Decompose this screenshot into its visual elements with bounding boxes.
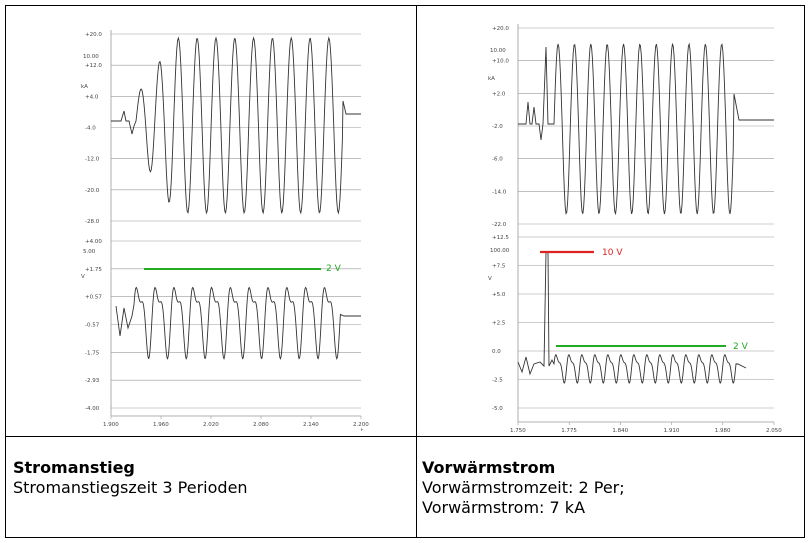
x-tick-label: 2.200 <box>353 422 369 428</box>
y-tick-label: -5.0 <box>492 406 503 412</box>
caption-left-line: Stromanstiegszeit 3 Perioden <box>13 478 248 497</box>
unit-label: V <box>81 274 85 280</box>
caption-right-line-2: Vorwärmstrom: 7 kA <box>422 498 586 517</box>
y-tick-label: -6.0 <box>492 157 503 163</box>
x-tick-label: 2.080 <box>253 422 269 428</box>
y-tick-label: -22.0 <box>492 222 507 228</box>
row-divider <box>6 436 804 437</box>
scale-label: 10.00 <box>490 48 506 54</box>
y-tick-label: +2.5 <box>492 321 506 327</box>
y-tick-label: -2.5 <box>492 378 503 384</box>
x-tick-label: 2.140 <box>303 422 319 428</box>
y-tick-label: -28.0 <box>85 219 100 225</box>
y-tick-label: +2.0 <box>492 91 506 97</box>
y-tick-label: -2.93 <box>85 378 100 384</box>
figure-table: +20.0 +12.0 +4.0 -4.0 -12.0 -20.0 -28.0 10.00 kA… <box>5 5 805 538</box>
column-divider <box>416 6 417 537</box>
y-tick-label: +4.0 <box>85 94 99 100</box>
y-tick-label: +12.0 <box>85 63 102 69</box>
red-marker-label: 10 V <box>602 248 623 258</box>
chart-stromanstieg: +20.0 +12.0 +4.0 -4.0 -12.0 -20.0 -28.0 10.00 kA… <box>16 16 396 431</box>
unit-label: kA <box>81 84 88 90</box>
chart-stromanstieg-svg: +20.0 +12.0 +4.0 -4.0 -12.0 -20.0 -28.0 10.00 kA… <box>81 30 369 431</box>
scale-label: 10.00 <box>83 54 99 60</box>
y-tick-label: -4.0 <box>85 126 96 132</box>
x-tick-label: 1.900 <box>103 422 119 428</box>
voltage-trace <box>115 286 361 360</box>
green-marker-label: 2 V <box>326 264 342 274</box>
current-trace <box>111 36 361 215</box>
scale-label: 5.00 <box>83 249 96 255</box>
y-tick-label: -14.0 <box>492 189 507 195</box>
unit-label: kA <box>488 76 495 82</box>
green-marker-label: 2 V <box>733 342 749 352</box>
y-tick-label: -20.0 <box>85 188 100 194</box>
caption-left-title: Stromanstieg <box>13 458 135 477</box>
y-tick-label: -12.0 <box>85 157 100 163</box>
x-tick-label: 1.960 <box>153 422 169 428</box>
caption-right: Vorwärmstrom Vorwärmstromzeit: 2 Per; Vo… <box>422 458 625 518</box>
caption-right-title: Vorwärmstrom <box>422 458 556 477</box>
unit-label: V <box>488 276 492 282</box>
y-tick-label: -2.0 <box>492 124 503 130</box>
x-tick-label: 2.050 <box>766 428 782 432</box>
y-tick-label: +20.0 <box>492 26 509 32</box>
y-tick-label: +12.5 <box>492 235 509 241</box>
chart-vorwaermstrom: +20.0 +10.0 +2.0 -2.0 -6.0 -14.0 -22.0 10.00 kA +… <box>436 12 786 432</box>
x-tick-label: 2.020 <box>203 422 219 428</box>
y-tick-label: +4.00 <box>85 239 102 245</box>
y-tick-label: +1.75 <box>85 267 102 273</box>
x-tick-label: 1.910 <box>664 428 680 432</box>
x-tick-label: 1.775 <box>561 428 577 432</box>
y-tick-label: -4.00 <box>85 406 100 412</box>
scale-label: 100.00 <box>490 248 510 254</box>
y-tick-label: -0.57 <box>85 323 100 329</box>
current-trace <box>518 42 774 216</box>
chart-vorwaermstrom-svg: +20.0 +10.0 +2.0 -2.0 -6.0 -14.0 -22.0 10.00 kA +… <box>488 24 782 432</box>
y-tick-label: +20.0 <box>85 32 102 38</box>
caption-left: Stromanstieg Stromanstiegszeit 3 Periode… <box>13 458 248 498</box>
voltage-trace <box>517 251 747 384</box>
x-tick-label: 1.840 <box>612 428 628 432</box>
x-unit-label: t <box>361 428 364 431</box>
y-tick-label: +5.0 <box>492 292 506 298</box>
y-tick-label: -1.75 <box>85 350 100 356</box>
y-tick-label: 0.0 <box>492 349 501 355</box>
x-tick-label: 1.750 <box>510 428 526 432</box>
y-tick-label: +0.57 <box>85 295 102 301</box>
caption-right-line-1: Vorwärmstromzeit: 2 Per; <box>422 478 625 497</box>
y-tick-label: +7.5 <box>492 264 506 270</box>
y-tick-label: +10.0 <box>492 59 509 65</box>
x-tick-label: 1.980 <box>715 428 731 432</box>
